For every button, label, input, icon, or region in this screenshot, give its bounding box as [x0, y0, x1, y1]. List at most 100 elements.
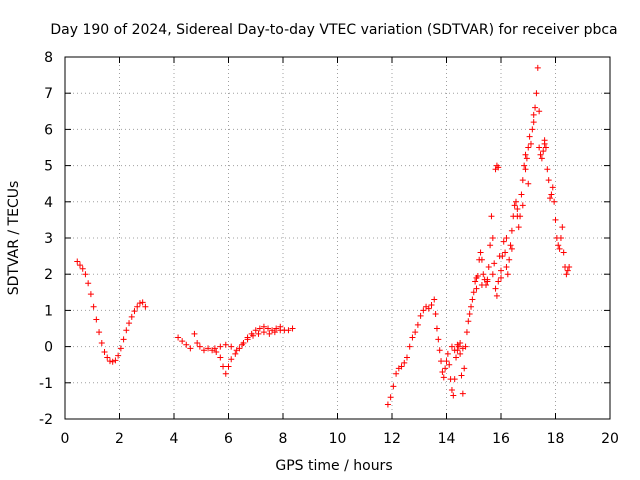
data-point — [384, 401, 391, 408]
data-point — [104, 354, 111, 361]
data-point — [507, 242, 514, 249]
x-tick-label: 4 — [170, 431, 179, 447]
data-point — [451, 376, 458, 383]
data-point — [549, 184, 556, 191]
data-point — [289, 325, 296, 332]
data-point — [525, 180, 532, 187]
grid-lines — [65, 57, 610, 419]
data-point — [523, 155, 530, 162]
data-point — [228, 343, 235, 350]
data-point — [194, 339, 201, 346]
data-point — [232, 350, 239, 357]
data-point — [493, 292, 500, 299]
data-point — [412, 329, 419, 336]
data-point — [552, 216, 559, 223]
data-point — [93, 316, 100, 323]
data-point — [555, 242, 562, 249]
data-point — [465, 318, 472, 325]
data-point — [285, 327, 292, 334]
data-point — [448, 387, 455, 394]
data-point — [428, 301, 435, 308]
y-tick-label: -1 — [39, 376, 53, 392]
data-point — [250, 332, 257, 339]
data-point — [559, 224, 566, 231]
data-point — [461, 365, 468, 372]
series-pbca-segment-2 — [175, 323, 296, 377]
data-point — [120, 336, 127, 343]
data-point — [536, 144, 543, 151]
y-tick-label: 2 — [44, 267, 53, 283]
data-point — [545, 177, 552, 184]
y-tick-label: 6 — [44, 122, 53, 138]
data-point — [134, 303, 141, 310]
y-tick-label: 3 — [44, 231, 53, 247]
data-point — [398, 363, 405, 370]
y-tick-label: 0 — [44, 340, 53, 356]
data-point — [560, 249, 567, 256]
data-point — [191, 330, 198, 337]
data-point — [503, 235, 510, 241]
series-pbca-segment-1 — [74, 258, 149, 365]
data-point — [432, 311, 439, 318]
data-point — [98, 339, 105, 346]
data-point — [508, 245, 515, 252]
data-point — [90, 303, 97, 310]
data-point — [564, 267, 571, 274]
data-point — [489, 235, 496, 241]
data-point — [521, 162, 528, 169]
data-point — [175, 334, 182, 341]
data-point — [87, 291, 94, 298]
x-axis-label: GPS time / hours — [275, 458, 392, 474]
y-axis-label: SDTVAR / TECUs — [6, 181, 22, 296]
data-point — [139, 299, 146, 306]
data-point — [485, 263, 492, 270]
data-point — [444, 350, 451, 357]
data-point — [252, 327, 259, 334]
data-point — [239, 341, 246, 348]
data-point — [431, 296, 438, 303]
data-points — [74, 64, 573, 408]
data-point — [470, 289, 477, 296]
y-tick-label: -2 — [39, 412, 53, 428]
data-point — [457, 339, 464, 346]
series-pbca-segment-3 — [384, 64, 573, 408]
data-point — [82, 271, 89, 278]
data-point — [244, 336, 251, 343]
data-point — [228, 356, 235, 363]
data-point — [477, 249, 484, 256]
data-point — [142, 303, 149, 310]
data-point — [211, 345, 218, 352]
data-point — [530, 111, 537, 118]
data-point — [538, 155, 545, 162]
data-point — [433, 325, 440, 332]
data-point — [519, 202, 526, 209]
data-point — [503, 263, 510, 270]
data-point — [179, 338, 186, 345]
data-point — [541, 137, 548, 144]
y-tick-label: 5 — [44, 159, 53, 175]
data-point — [76, 262, 83, 269]
data-point — [544, 166, 551, 173]
x-tick-label: 12 — [383, 431, 401, 447]
data-point — [220, 363, 227, 370]
data-point — [459, 345, 466, 352]
data-point — [551, 198, 558, 205]
data-point — [406, 343, 413, 350]
data-point — [443, 358, 450, 365]
data-point — [492, 285, 499, 292]
data-point — [566, 263, 573, 270]
data-point — [480, 271, 487, 278]
data-point — [525, 144, 532, 151]
data-point — [222, 370, 229, 377]
data-point — [393, 370, 400, 377]
data-point — [474, 273, 481, 280]
data-point — [556, 245, 563, 252]
data-point — [196, 343, 203, 350]
data-point — [530, 119, 537, 126]
data-point — [106, 358, 113, 365]
data-point — [484, 276, 491, 283]
data-point — [115, 352, 122, 359]
data-point — [458, 372, 465, 379]
data-point — [542, 144, 549, 151]
data-point — [533, 90, 540, 97]
